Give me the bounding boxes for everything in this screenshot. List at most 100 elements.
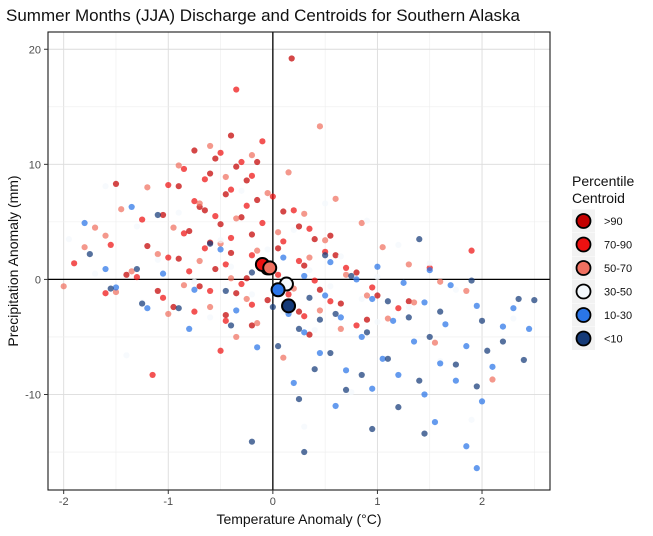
data-point [191,278,198,285]
data-point [102,265,109,273]
data-point [510,315,517,322]
data-point [207,240,214,247]
data-point [107,285,114,292]
data-point [154,256,161,263]
data-point [369,385,376,392]
data-point [316,286,324,293]
data-point [128,203,135,211]
data-point [384,315,391,322]
plot-border [47,31,551,491]
data-point [233,290,240,297]
data-point [468,416,475,423]
data-point [301,262,308,269]
data-point [327,283,334,290]
data-point [154,250,161,258]
data-point [180,282,188,289]
data-point [175,162,182,169]
data-point [337,325,344,332]
data-point [191,308,198,315]
legend-key-symbol [575,283,592,300]
data-point [332,195,339,202]
data-point [259,219,266,227]
data-point [416,236,423,243]
data-point [473,383,480,390]
data-point [248,438,256,445]
data-point [227,263,235,270]
data-point [217,221,224,228]
data-point [254,247,261,254]
data-point [374,292,381,299]
data-point [280,354,287,361]
data-point [295,325,303,332]
data-point [395,305,402,312]
data-point [227,234,235,242]
data-point [431,339,439,346]
data-point [227,275,235,282]
data-point [353,269,360,276]
legend-key-symbol [575,213,592,229]
data-point [175,209,182,216]
data-point [254,196,261,204]
data-point [102,232,109,239]
data-point [489,363,496,370]
data-point [264,190,271,197]
legend-key-label: 30-50 [604,287,632,299]
data-point [154,287,161,295]
data-point [342,271,350,278]
data-point [264,297,271,304]
data-point [452,286,459,293]
data-point [426,260,433,267]
chart-title: Summer Months (JJA) Discharge and Centro… [6,6,521,25]
data-point [238,158,245,166]
data-point [264,246,271,253]
data-point [248,231,256,238]
data-point [186,227,193,235]
data-point [390,317,397,324]
data-point [285,169,292,176]
data-point [91,224,99,231]
data-point [212,155,219,162]
data-point [421,299,428,306]
data-point [463,343,470,350]
data-point [452,377,459,384]
data-point [342,264,350,272]
data-point [238,187,245,194]
data-point [353,322,360,329]
data-point [175,255,182,262]
data-point [243,275,250,282]
legend-key-label: 10-30 [604,310,632,322]
y-tick-label: 0 [35,274,41,286]
data-point [327,259,334,266]
data-point [473,302,480,309]
data-point [369,284,376,291]
data-point [295,223,303,230]
data-point [144,305,151,312]
data-point [327,298,334,305]
data-point [248,322,256,329]
data-point [316,349,324,357]
data-point [306,294,313,301]
data-point [159,270,167,277]
data-point [144,242,151,250]
data-point [316,123,324,130]
data-point [306,267,313,274]
centroid-point [262,260,278,276]
data-point [437,308,444,315]
data-point [227,186,235,193]
data-point [201,207,208,214]
data-point [290,226,297,234]
data-point [515,295,522,303]
data-point [227,322,235,329]
data-point [81,219,88,227]
data-point [484,347,491,354]
data-point [191,286,198,293]
data-points [60,55,538,472]
data-point [248,152,256,159]
data-point [133,223,140,230]
y-tick-label: -10 [25,389,41,401]
data-point [426,267,433,274]
data-point [112,284,120,291]
data-point [222,261,229,268]
data-point [363,316,371,323]
data-point [421,391,428,398]
